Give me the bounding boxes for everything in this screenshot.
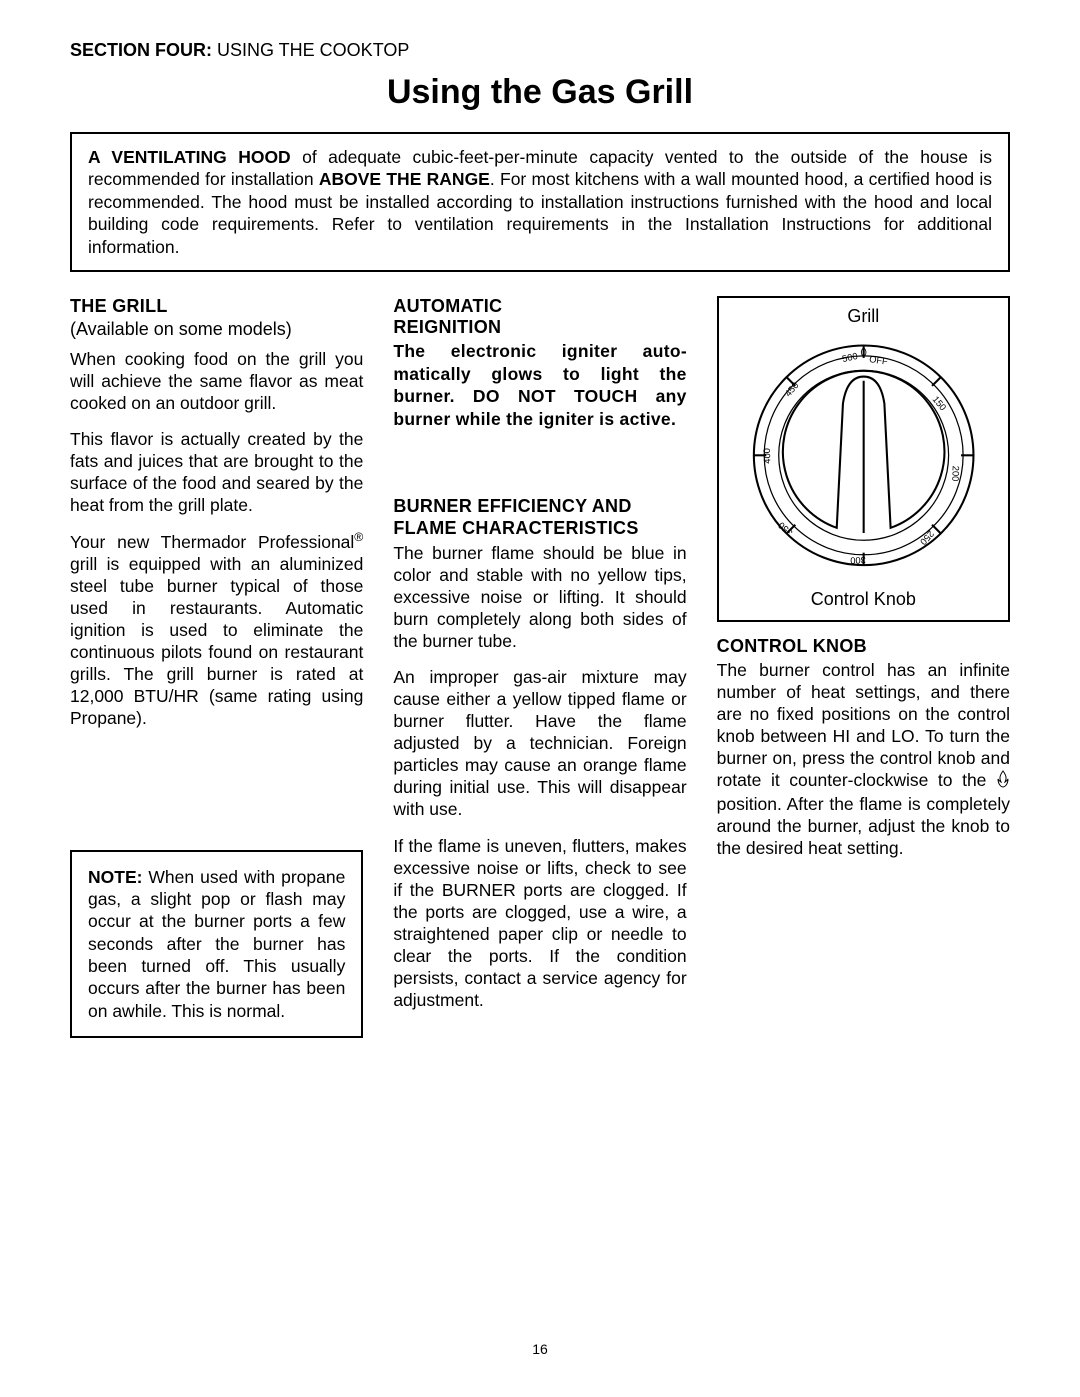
flame-icon	[996, 770, 1010, 793]
main-columns: THE GRILL (Available on some models) Whe…	[70, 296, 1010, 1038]
control-knob-para: The burner control has an infinite numbe…	[717, 659, 1010, 859]
svg-text:400: 400	[762, 448, 773, 464]
auto-reignition-warning: The electronic igniter auto­matically gl…	[393, 340, 686, 431]
svg-text:200: 200	[950, 466, 961, 482]
section-header-text: USING THE COOKTOP	[212, 40, 409, 60]
page-number: 16	[0, 1341, 1080, 1357]
control-knob-diagram-box: Grill	[717, 296, 1010, 622]
section-header: SECTION FOUR: USING THE COOKTOP	[70, 40, 1010, 61]
burner-para-2: An improper gas-air mixture may cause ei…	[393, 666, 686, 820]
knob-top-label: Grill	[729, 306, 998, 327]
propane-note-box: NOTE: When used with pro­pane gas, a sli…	[70, 850, 363, 1039]
hood-mid-bold: ABOVE THE RANGE	[319, 169, 490, 189]
control-knob-diagram: OFF 150 200 250 300 350 400 450 500	[729, 331, 998, 580]
svg-text:350: 350	[776, 520, 794, 538]
heading-the-grill: THE GRILL	[70, 296, 363, 317]
grill-subhead: (Available on some models)	[70, 319, 363, 340]
burner-para-1: The burner flame should be blue in color…	[393, 542, 686, 652]
svg-text:300: 300	[850, 555, 866, 566]
grill-para-2: This flavor is actually created by the f…	[70, 428, 363, 516]
svg-text:450: 450	[783, 380, 801, 398]
grill-p3b: grill is equipped with an aluminized ste…	[70, 554, 363, 728]
note-label: NOTE:	[88, 867, 142, 887]
hood-lead-bold: A VENTILATING HOOD	[88, 147, 291, 167]
heading-automatic: AUTOMATIC	[393, 296, 686, 317]
page-title: Using the Gas Grill	[70, 73, 1010, 112]
section-header-bold: SECTION FOUR:	[70, 40, 212, 60]
spacer	[393, 445, 686, 495]
heading-reignition: REIGNITION	[393, 317, 686, 338]
column-middle: AUTOMATIC REIGNITION The electronic igni…	[393, 296, 686, 1038]
svg-text:500: 500	[841, 351, 858, 364]
control-para-b: position. After the flame is completely …	[717, 794, 1010, 858]
heading-burner-efficiency: BURNER EFFICIENCY AND FLAME CHARACTERIST…	[393, 495, 686, 540]
registered-symbol: ®	[354, 530, 363, 544]
note-text: When used with pro­pane gas, a slight po…	[88, 867, 345, 1021]
svg-text:250: 250	[918, 529, 936, 547]
column-left: THE GRILL (Available on some models) Whe…	[70, 296, 363, 1038]
control-para-a: The burner control has an infinite numbe…	[717, 660, 1010, 790]
grill-p3a: Your new Thermador Professional	[70, 532, 354, 552]
column-right: Grill	[717, 296, 1010, 1038]
grill-para-1: When cooking food on the grill you will …	[70, 348, 363, 414]
ventilation-note-box: A VENTILATING HOOD of adequate cubic-fee…	[70, 132, 1010, 272]
grill-para-3: Your new Thermador Professional® grill i…	[70, 530, 363, 729]
page: SECTION FOUR: USING THE COOKTOP Using th…	[0, 0, 1080, 1397]
knob-bottom-label: Control Knob	[729, 589, 998, 610]
heading-control-knob: CONTROL KNOB	[717, 636, 1010, 657]
svg-text:OFF: OFF	[868, 354, 888, 367]
burner-para-3: If the flame is uneven, flutters, makes …	[393, 835, 686, 1011]
